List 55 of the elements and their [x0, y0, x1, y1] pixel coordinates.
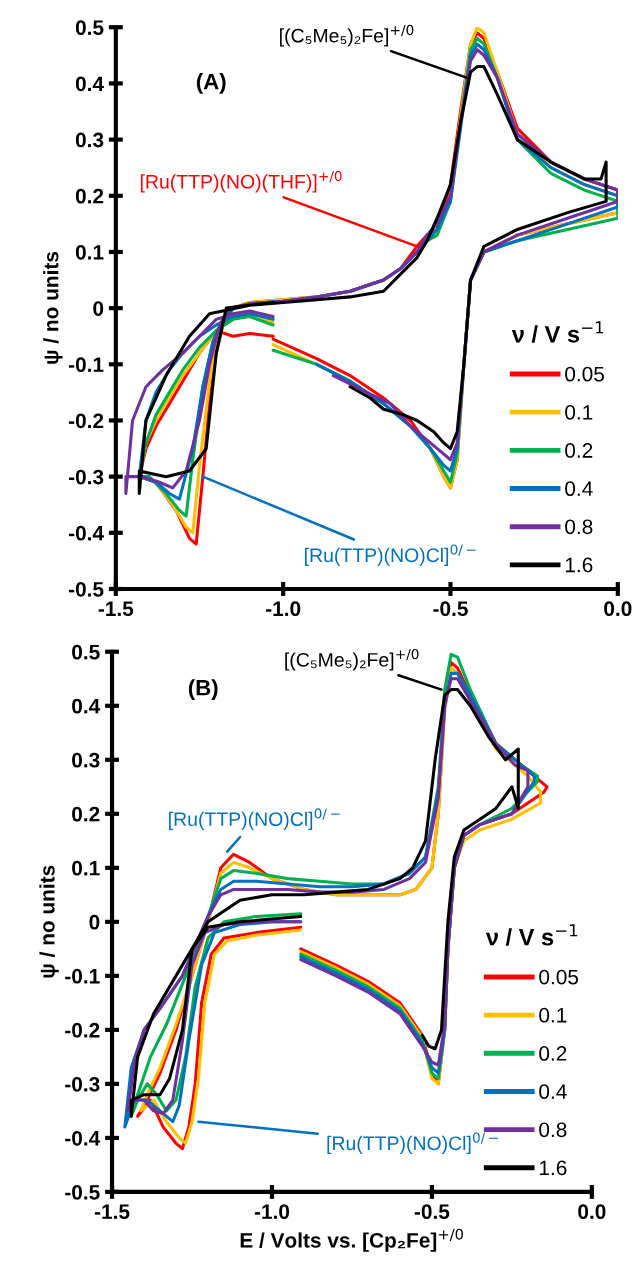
legend-label: 0.4 — [565, 481, 593, 497]
legend-label: 0.4 — [539, 1084, 567, 1099]
annotation: [(C₅Me₅)₂Fe]$^{+/0}$ — [280, 24, 414, 47]
legend-label: 0.05 — [565, 366, 604, 382]
x-tick-label: -0.5 — [433, 601, 468, 617]
y-tick-label: 0.4 — [75, 76, 104, 92]
y-tick-label: -0.4 — [68, 525, 104, 541]
x-tick-label: -1.0 — [266, 601, 301, 617]
y-axis-title: ψ / no units — [43, 251, 63, 364]
x-tick-label: -1.5 — [98, 601, 134, 617]
y-tick-label: -0.3 — [65, 1076, 100, 1092]
legend-label: 0.8 — [565, 519, 593, 535]
x-tick-label: -1.5 — [94, 1204, 130, 1220]
annotation: (B) — [188, 679, 218, 700]
annotation: [Ru(TTP)(NO)Cl]$^{0/−}$ — [327, 1132, 498, 1154]
annotation: [Ru(TTP)(NO)Cl]$^{0/−}$ — [169, 808, 340, 830]
y-tick-label: 0.5 — [75, 20, 104, 36]
y-tick-label: 0.2 — [75, 188, 104, 204]
y-tick-label: -0.4 — [65, 1130, 101, 1146]
annotation: [Ru(TTP)(NO)Cl]$^{0/−}$ — [305, 544, 476, 566]
x-tick-label: 0.0 — [578, 1204, 606, 1220]
y-tick-label: -0.1 — [65, 968, 100, 984]
legend-title: ν / V s$^{−1}$ — [511, 321, 604, 343]
y-tick-label: -0.3 — [68, 469, 104, 485]
y-tick-label: -0.1 — [68, 357, 104, 373]
y-tick-label: 0.2 — [72, 806, 100, 822]
y-tick-label: -0.2 — [68, 413, 104, 429]
y-axis-title: ψ / no units — [39, 865, 59, 978]
y-tick-label: 0.4 — [72, 698, 101, 714]
annotation: [Ru(TTP)(NO)(THF)]$^{+/0}$ — [140, 170, 342, 193]
y-tick-label: 0 — [89, 914, 100, 930]
y-tick-label: -0.5 — [68, 581, 104, 597]
y-tick-label: 0.3 — [72, 752, 100, 768]
y-tick-label: 0 — [93, 301, 104, 316]
legend-label: 0.05 — [539, 969, 579, 985]
legend-label: 0.8 — [539, 1122, 567, 1138]
y-tick-label: 0.5 — [72, 644, 100, 660]
y-tick-label: 0.1 — [75, 244, 104, 260]
annotation: (A) — [196, 73, 226, 94]
y-tick-label: 0.3 — [75, 132, 104, 148]
x-tick-label: -1.0 — [254, 1204, 290, 1220]
legend-label: 0.1 — [565, 404, 593, 420]
x-tick-label: -0.5 — [414, 1204, 450, 1220]
legend-label: 0.2 — [565, 443, 593, 458]
x-axis-title: E / Volts vs. [Cp₂Fe]$^{+/0}$ — [240, 1228, 463, 1252]
legend-label: 1.6 — [565, 557, 593, 573]
x-tick-label: 0.0 — [604, 601, 632, 617]
legend-label: 0.2 — [539, 1046, 567, 1061]
y-tick-label: 0.1 — [72, 860, 100, 876]
legend-label: 1.6 — [539, 1160, 567, 1176]
legend-label: 0.1 — [539, 1007, 567, 1023]
y-tick-label: -0.2 — [65, 1022, 100, 1038]
annotation: [(C₅Me₅)₂Fe]$^{+/0}$ — [285, 648, 419, 671]
y-tick-label: -0.5 — [65, 1184, 100, 1200]
legend-title: ν / V s$^{−1}$ — [485, 924, 578, 946]
